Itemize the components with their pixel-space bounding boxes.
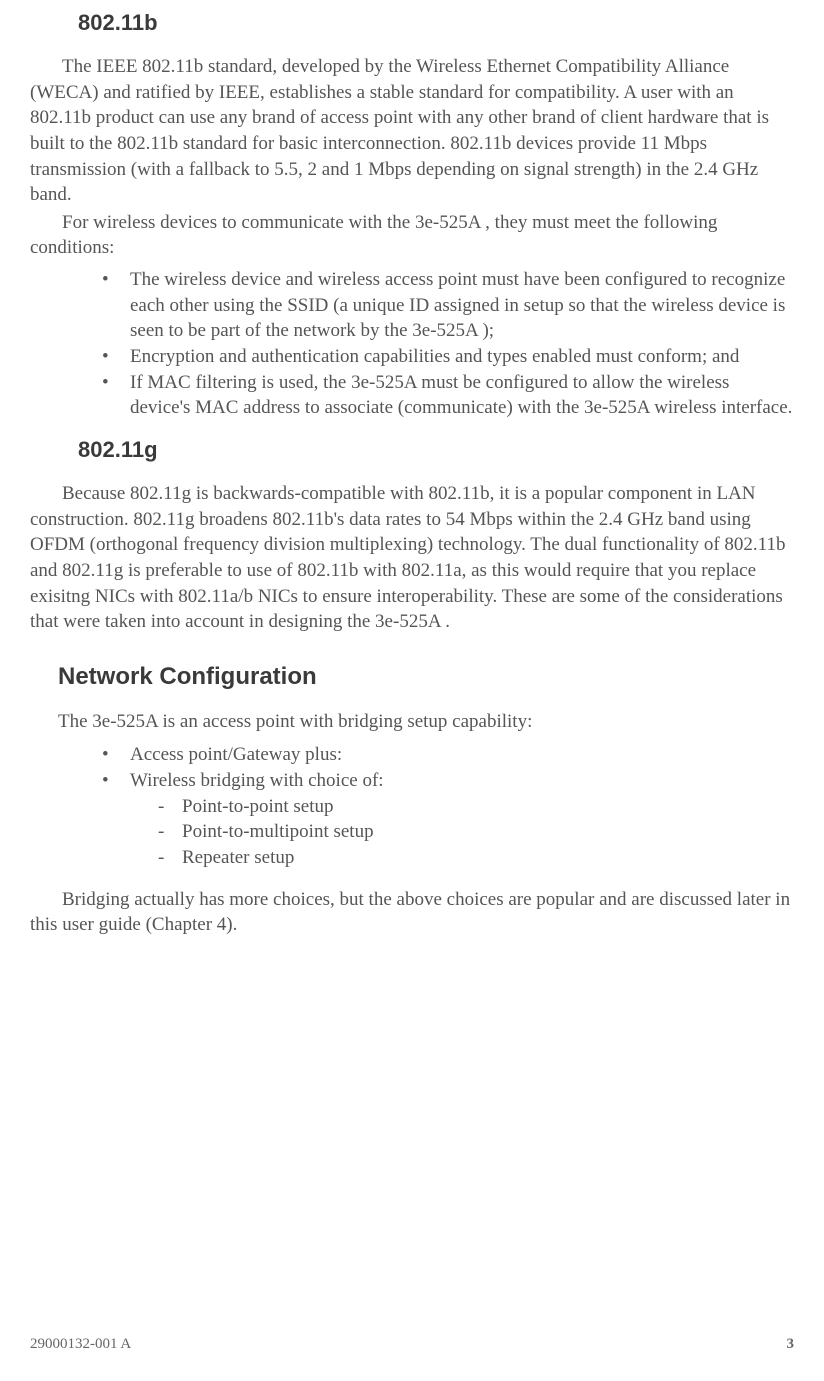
list-item: Wireless bridging with choice of: Point-…: [102, 768, 794, 871]
para-80211g-1: Because 802.11g is backwards-compatible …: [30, 481, 794, 635]
list-item: Encryption and authentication capabiliti…: [102, 344, 794, 370]
heading-80211b: 802.11b: [78, 10, 794, 36]
list-item: If MAC filtering is used, the 3e-525A mu…: [102, 370, 794, 421]
page-footer: 29000132-001 A 3: [30, 1336, 794, 1353]
para-netconfig-1: The 3e-525A is an access point with brid…: [58, 709, 794, 735]
list-item: The wireless device and wireless access …: [102, 267, 794, 344]
bullet-list-80211b: The wireless device and wireless access …: [30, 267, 794, 421]
footer-doc-id: 29000132-001 A: [30, 1336, 131, 1353]
sub-list-item: Point-to-point setup: [158, 794, 794, 820]
list-item-label: Wireless bridging with choice of:: [130, 770, 384, 791]
para-80211b-2: For wireless devices to communicate with…: [30, 210, 794, 261]
para-80211b-1: The IEEE 802.11b standard, developed by …: [30, 54, 794, 208]
list-item: Access point/Gateway plus:: [102, 742, 794, 768]
bullet-list-netconfig: Access point/Gateway plus: Wireless brid…: [30, 742, 794, 870]
heading-network-config: Network Configuration: [58, 663, 794, 691]
sub-list-item: Repeater setup: [158, 845, 794, 871]
para-netconfig-2: Bridging actually has more choices, but …: [30, 887, 794, 938]
sub-list-bridging: Point-to-point setup Point-to-multipoint…: [130, 794, 794, 871]
heading-80211g: 802.11g: [78, 437, 794, 463]
page-content: 802.11b The IEEE 802.11b standard, devel…: [30, 0, 794, 938]
sub-list-item: Point-to-multipoint setup: [158, 819, 794, 845]
footer-page-number: 3: [787, 1336, 795, 1353]
